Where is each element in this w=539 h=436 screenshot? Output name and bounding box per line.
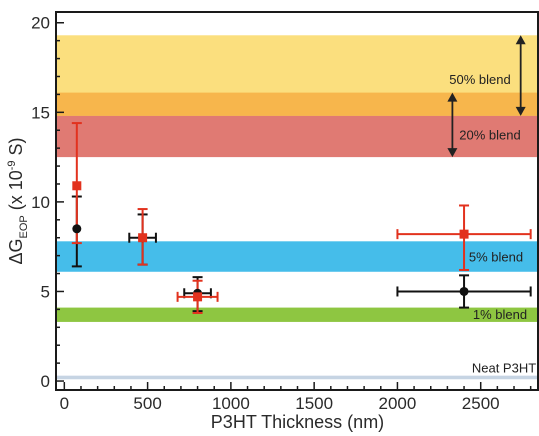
band-2 [57,115,538,158]
arrow-head-bottom-1 [447,148,458,158]
y-axis-title: ΔGEOP (x 10-9 S) [6,137,30,264]
band-5 [57,375,538,380]
y-axis-title-main: ΔG [6,239,26,265]
x-tick-label: 1000 [212,394,250,413]
arrow-head-top-1 [447,92,458,102]
x-tick-label: 2500 [462,394,500,413]
band-label-4: 1% blend [473,307,527,322]
blend-band-labels: 50% blend 20% blend 5% blend 1% blend Neat P… [449,72,536,375]
point-square-s1-p1 [138,233,148,243]
y-tick-label: 10 [31,193,50,212]
y-tick-label: 5 [41,282,50,301]
band-1 [57,92,538,116]
blend-bands [57,35,538,380]
arrow-head-bottom-0 [515,106,526,116]
x-tick-label: 500 [133,394,161,413]
y-tick-label: 20 [31,14,50,33]
x-axis-ticks: 0 500 1000 1500 2000 2500 [60,382,532,413]
band-label-0: 50% blend [449,72,510,87]
point-circle-s0-p0 [72,224,82,234]
y-tick-label: 15 [31,103,50,122]
x-axis-title: P3HT Thickness (nm) [211,412,384,432]
band-label-3: 5% blend [469,249,523,264]
point-square-s1-p3 [459,229,469,239]
x-tick-label: 1500 [295,394,333,413]
point-circle-s0-p3 [459,286,469,296]
point-square-s1-p0 [72,181,82,191]
y-axis-title-sub: EOP [18,215,30,238]
band-4 [57,307,538,322]
arrow-head-top-0 [515,35,526,45]
range-arrows [447,35,526,158]
band-label-2: 20% blend [459,128,520,143]
y-axis-ticks: 0 5 10 15 20 [31,14,64,391]
y-axis-title-end: S) [6,137,26,160]
x-tick-label: 0 [60,394,69,413]
band-3 [57,241,538,272]
y-axis-title-rest: (x 10 [6,170,26,215]
point-square-s1-p2 [193,292,203,302]
y-axis-title-sup: -9 [6,160,18,170]
data-markers [72,181,469,302]
band-label-5: Neat P3HT [472,361,536,376]
y-tick-label: 0 [41,372,50,391]
x-tick-label: 2000 [379,394,417,413]
